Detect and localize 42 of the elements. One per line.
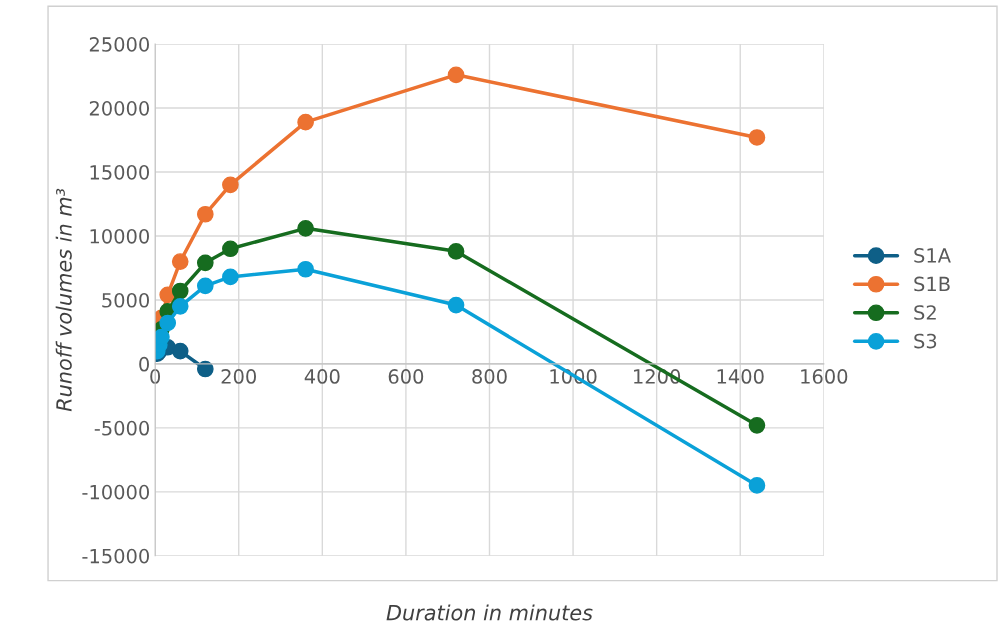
point: [297, 219, 314, 237]
point: [297, 260, 314, 278]
y-tick-label: -15000: [82, 548, 149, 564]
point: [171, 298, 189, 315]
y-tick-label: 25000: [89, 37, 149, 52]
y-tick-label: 5000: [102, 292, 149, 308]
x-tick-label: 400: [304, 369, 340, 384]
legend-label: S2: [914, 305, 936, 320]
x-tick-label: 800: [472, 369, 507, 384]
point: [196, 254, 214, 272]
x-tick-label: 200: [221, 369, 256, 384]
y-tick-label: 15000: [90, 164, 149, 180]
y-tick-label: -10000: [82, 484, 149, 500]
x-axis-title: Duration in minutes: [386, 604, 593, 621]
y-axis-title: Runoff volumes in m³: [55, 188, 72, 412]
point: [447, 242, 465, 260]
y-tick-label: -5000: [94, 420, 149, 436]
legend-label: S3: [914, 333, 937, 349]
legend-label: S1A: [914, 248, 951, 263]
point: [222, 240, 239, 258]
point: [222, 268, 239, 286]
x-tick-label: 600: [388, 369, 424, 384]
x-tick-label: 1600: [801, 369, 848, 384]
point: [297, 113, 314, 131]
point: [171, 342, 189, 360]
point: [196, 205, 214, 223]
x-tick-label: 0: [150, 369, 161, 384]
point: [748, 477, 766, 494]
point: [748, 129, 766, 146]
point: [159, 314, 177, 332]
point: [222, 176, 239, 194]
y-tick-label: 10000: [90, 228, 149, 244]
y-tick-label: 20000: [89, 101, 149, 116]
point: [196, 277, 214, 295]
legend-label: S1B: [914, 276, 950, 292]
point: [447, 66, 465, 84]
point: [447, 296, 465, 314]
point: [748, 416, 766, 434]
y-tick-label: 0: [139, 356, 149, 372]
x-tick-label: 1400: [717, 369, 764, 384]
point: [171, 253, 189, 270]
point: [171, 282, 189, 300]
